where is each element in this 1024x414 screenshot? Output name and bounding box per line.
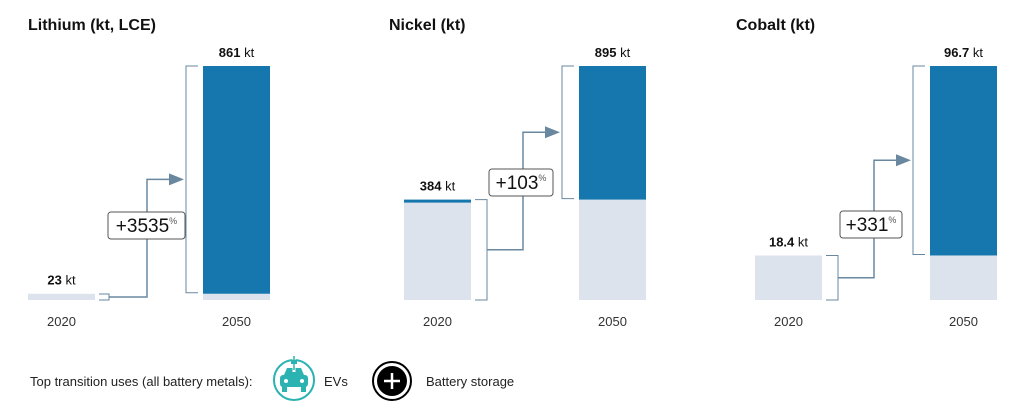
year-label-2020: 2020 xyxy=(47,314,76,329)
panel-title: Nickel (kt) xyxy=(389,17,465,34)
bar-2050-increase xyxy=(579,66,646,200)
year-label-2020: 2020 xyxy=(423,314,452,329)
bar-2050-base xyxy=(579,199,646,300)
bar-2050-increase xyxy=(203,66,270,294)
year-label-2050: 2050 xyxy=(949,314,978,329)
change-label-box xyxy=(107,211,186,240)
panel-title: Cobalt (kt) xyxy=(736,17,815,34)
bar-2050-base xyxy=(203,293,270,300)
change-label: +103% xyxy=(496,173,547,194)
arrow-head xyxy=(169,173,184,186)
panel-lithium: Lithium (kt, LCE) 23 kt 861 kt 2020 2050 +353… xyxy=(28,17,270,329)
value-label-2050: 895 kt xyxy=(595,45,631,60)
year-label-2020: 2020 xyxy=(774,314,803,329)
bracket-2050-increase xyxy=(185,65,198,294)
bar-2050-base xyxy=(930,255,997,300)
arrow-head xyxy=(545,126,560,139)
change-label: +3535% xyxy=(116,216,177,237)
value-label-2050: 861 kt xyxy=(219,45,255,60)
change-label-box xyxy=(488,168,554,197)
change-label: +331% xyxy=(846,215,897,236)
legend-label: Top transition uses (all battery metals)… xyxy=(30,374,253,389)
change-label-box xyxy=(839,210,903,239)
bracket-2020 xyxy=(99,293,110,301)
plus-circle-icon xyxy=(372,361,412,401)
bracket-2020 xyxy=(826,254,839,301)
panel-cobalt: Cobalt (kt) 18.4 kt 96.7 kt 2020 2050 +331% xyxy=(736,17,997,329)
year-label-2050: 2050 xyxy=(222,314,251,329)
bracket-2020 xyxy=(475,199,488,301)
value-label-2020: 23 kt xyxy=(47,273,76,288)
bar-2020 xyxy=(755,255,822,300)
value-label-2020: 18.4 kt xyxy=(769,234,808,249)
bar-2020 xyxy=(28,293,95,300)
panel-title: Lithium (kt, LCE) xyxy=(28,17,156,34)
bracket-2050-increase xyxy=(912,65,925,255)
legend-item-battery-storage: Battery storage xyxy=(426,374,514,389)
bar-2050-increase xyxy=(930,66,997,256)
bar-2020-top-line xyxy=(404,199,471,203)
value-label-2050: 96.7 kt xyxy=(944,45,983,60)
ev-car-plug-icon xyxy=(273,356,315,401)
year-label-2050: 2050 xyxy=(598,314,627,329)
panel-nickel: Nickel (kt) 384 kt 895 kt 2020 2050 +103% xyxy=(389,17,646,329)
arrow-head xyxy=(896,154,911,167)
bracket-2050-increase xyxy=(561,65,574,200)
legend: Top transition uses (all battery metals)… xyxy=(30,356,514,401)
legend-item-evs: EVs xyxy=(324,374,348,389)
value-label-2020: 384 kt xyxy=(420,179,456,194)
bar-2020 xyxy=(404,199,471,300)
